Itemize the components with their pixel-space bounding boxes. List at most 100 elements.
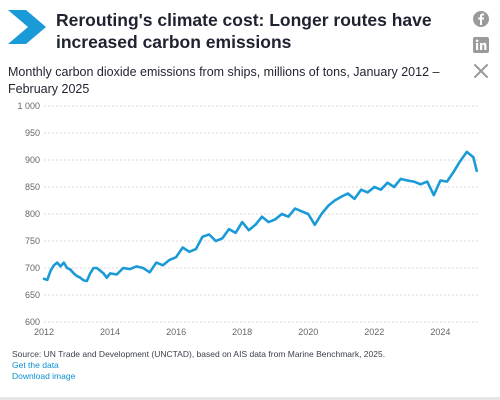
- data-point: [393, 186, 395, 188]
- y-axis-labels: 600 650 700 750 800 850 900 950 1 000: [17, 101, 40, 327]
- facebook-icon[interactable]: [472, 10, 490, 28]
- y-tick-label: 1 000: [17, 101, 40, 111]
- data-point: [307, 213, 310, 215]
- x-tick-label: 2016: [166, 327, 186, 337]
- data-point: [347, 192, 349, 195]
- x-icon[interactable]: [472, 62, 490, 80]
- data-point: [69, 268, 72, 271]
- data-point: [122, 267, 125, 269]
- data-point: [320, 213, 323, 215]
- source-note: Source: UN Trade and Development (UNCTAD…: [12, 349, 386, 359]
- data-point: [300, 210, 303, 213]
- data-point: [234, 232, 237, 234]
- x-tick-label: 2018: [232, 327, 252, 337]
- data-point: [241, 221, 243, 223]
- download-image-link[interactable]: Download image: [12, 371, 76, 381]
- grid-layer: [44, 105, 480, 323]
- chart-title: Rerouting's climate cost: Longer routes …: [56, 10, 432, 52]
- data-point: [188, 251, 191, 253]
- data-point: [267, 221, 270, 223]
- data-point: [49, 269, 52, 272]
- data-point: [248, 229, 250, 231]
- data-point: [221, 237, 224, 240]
- data-point: [281, 213, 283, 215]
- data-point: [208, 233, 210, 236]
- x-tick-label: 2012: [34, 327, 54, 337]
- data-point: [228, 228, 230, 230]
- data-point: [79, 276, 82, 279]
- data-point: [99, 269, 101, 272]
- data-point: [274, 218, 277, 221]
- data-point: [106, 276, 108, 279]
- data-point: [433, 194, 435, 196]
- y-tick-label: 950: [25, 128, 40, 138]
- y-tick-label: 600: [25, 317, 40, 327]
- data-point: [135, 265, 138, 268]
- data-point: [63, 261, 65, 264]
- social-share-bar: [472, 10, 490, 88]
- data-point: [59, 265, 62, 268]
- data-point: [380, 188, 382, 191]
- data-point: [109, 272, 111, 275]
- series-layer: [42, 150, 479, 283]
- y-tick-label: 900: [25, 155, 40, 165]
- data-point: [353, 198, 356, 200]
- data-point: [373, 186, 376, 188]
- chart-footer: Source: UN Trade and Development (UNCTAD…: [12, 349, 385, 382]
- data-point: [86, 280, 88, 282]
- data-point: [66, 267, 68, 269]
- data-point: [254, 224, 257, 226]
- data-point: [366, 191, 369, 194]
- data-point: [89, 272, 91, 275]
- data-point: [142, 267, 144, 269]
- bottom-divider: [0, 397, 500, 400]
- x-tick-label: 2020: [298, 327, 318, 337]
- data-point: [96, 267, 98, 269]
- y-tick-label: 850: [25, 182, 40, 192]
- data-point: [439, 179, 442, 182]
- data-point: [76, 275, 78, 277]
- data-point: [168, 259, 171, 261]
- data-point: [419, 183, 422, 186]
- data-point: [148, 271, 151, 274]
- data-point: [472, 156, 475, 159]
- data-point: [287, 215, 290, 218]
- data-point: [294, 207, 296, 210]
- y-tick-label: 800: [25, 209, 40, 219]
- linkedin-icon[interactable]: [472, 36, 490, 54]
- emissions-series-line: [42, 150, 479, 283]
- data-point: [155, 261, 158, 264]
- data-point: [413, 180, 415, 183]
- data-point: [215, 240, 217, 242]
- data-point: [92, 267, 95, 269]
- data-point: [466, 151, 468, 153]
- data-point: [452, 171, 455, 173]
- data-point: [56, 261, 58, 264]
- y-tick-label: 700: [25, 263, 40, 273]
- data-point: [46, 279, 49, 281]
- data-point: [446, 180, 448, 183]
- chart-subtitle: Monthly carbon dioxide emissions from sh…: [8, 65, 440, 96]
- data-point: [181, 246, 184, 249]
- x-axis-labels: 2012 2014 2016 2018 2020 2022 2024: [34, 327, 450, 337]
- data-point: [261, 215, 263, 218]
- data-point: [399, 178, 402, 180]
- data-point: [195, 248, 197, 250]
- x-tick-label: 2022: [364, 327, 384, 337]
- data-point: [175, 256, 177, 258]
- data-point: [340, 195, 343, 198]
- data-point: [72, 272, 75, 275]
- data-point: [201, 235, 204, 238]
- x-tick-label: 2024: [430, 327, 450, 337]
- data-point: [333, 199, 336, 202]
- data-point: [162, 264, 164, 267]
- x-tick-label: 2014: [100, 327, 120, 337]
- data-point: [115, 273, 118, 276]
- data-point: [314, 224, 316, 226]
- data-point: [426, 180, 429, 183]
- get-data-link[interactable]: Get the data: [12, 360, 59, 370]
- data-point: [386, 181, 389, 184]
- data-point: [459, 160, 462, 162]
- data-point: [53, 264, 55, 267]
